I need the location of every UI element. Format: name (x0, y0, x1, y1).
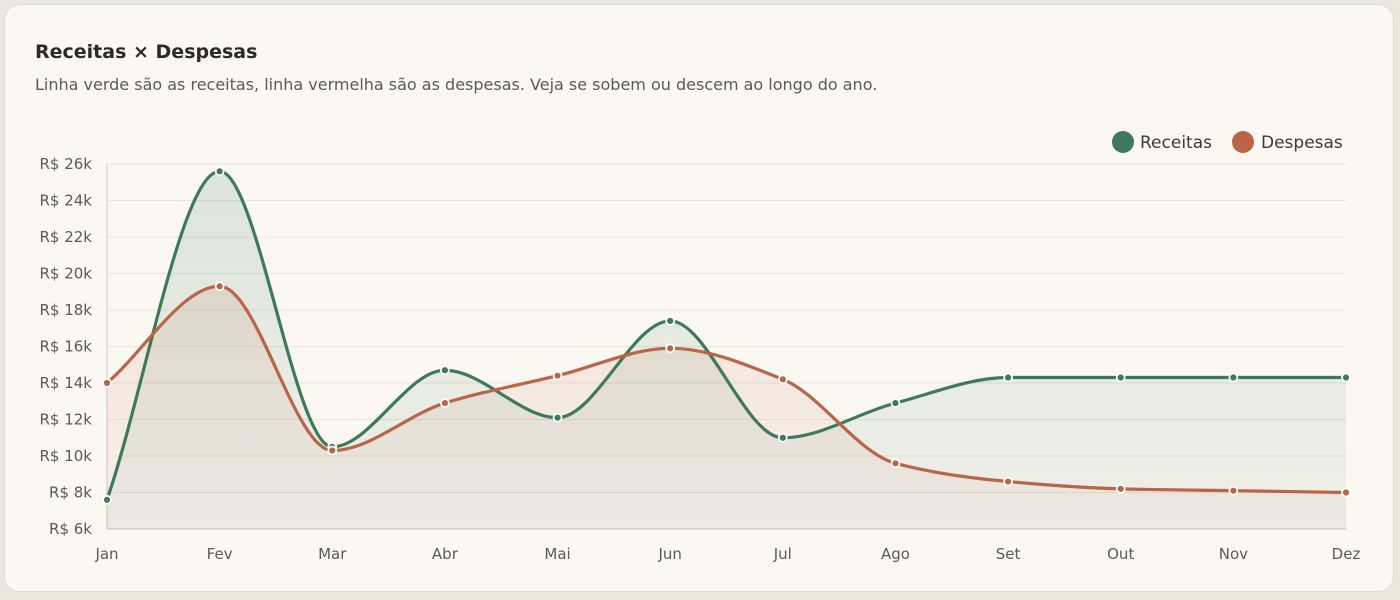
x-tick-label: Jan (94, 545, 118, 563)
y-axis-ticks: R$ 6k R$ 8k R$ 10k R$ 12k R$ 14k R$ 16k R$ 18k… (39, 155, 92, 538)
y-tick-label: R$ 20k (39, 265, 92, 283)
legend: Receitas Despesas (1112, 131, 1343, 153)
point-receitas[interactable] (214, 166, 225, 177)
point-despesas[interactable] (1228, 485, 1239, 496)
y-tick-label: R$ 24k (39, 192, 92, 210)
point-receitas[interactable] (1228, 372, 1239, 383)
point-receitas[interactable] (1003, 372, 1013, 383)
point-receitas[interactable] (665, 316, 676, 326)
legend-item-receitas[interactable]: Receitas (1112, 131, 1212, 153)
x-tick-label: Jul (773, 545, 792, 563)
point-despesas[interactable] (1003, 476, 1013, 487)
y-tick-label: R$ 16k (39, 338, 92, 356)
x-tick-label: Set (996, 545, 1021, 563)
x-tick-label: Ago (881, 545, 910, 563)
y-tick-label: R$ 18k (39, 301, 92, 319)
series-areas (107, 171, 1346, 530)
y-tick-label: R$ 6k (49, 520, 92, 538)
y-tick-label: R$ 22k (39, 228, 92, 246)
x-tick-label: Fev (207, 545, 233, 563)
x-axis-ticks: Jan Fev Mar Abr Mai Jun Jul Ago Set Out Nov Dez (94, 545, 1360, 563)
point-receitas[interactable] (777, 432, 788, 443)
x-tick-label: Dez (1332, 545, 1361, 563)
point-despesas[interactable] (777, 374, 788, 385)
y-tick-label: R$ 12k (39, 411, 92, 429)
y-tick-label: R$ 8k (49, 484, 92, 502)
point-despesas[interactable] (890, 458, 901, 469)
legend-label-despesas: Despesas (1261, 133, 1343, 153)
point-despesas[interactable] (214, 281, 225, 292)
point-receitas[interactable] (552, 412, 563, 423)
chart-subtitle: Linha verde são as receitas, linha verme… (35, 75, 878, 94)
point-receitas[interactable] (1341, 372, 1351, 383)
point-despesas[interactable] (440, 398, 450, 408)
point-despesas[interactable] (552, 370, 563, 381)
y-tick-label: R$ 14k (39, 374, 92, 392)
point-receitas[interactable] (890, 398, 901, 408)
line-receitas[interactable] (105, 169, 1348, 502)
point-despesas[interactable] (1341, 487, 1351, 498)
x-tick-label: Mai (544, 545, 570, 563)
x-tick-label: Out (1107, 545, 1134, 563)
x-tick-label: Mar (318, 545, 347, 563)
y-tick-label: R$ 10k (39, 447, 92, 465)
x-tick-label: Jun (657, 545, 681, 563)
point-receitas[interactable] (1115, 372, 1126, 383)
point-despesas[interactable] (102, 378, 112, 388)
y-tick-label: R$ 26k (39, 155, 92, 173)
area-despesas (107, 286, 1346, 529)
point-despesas[interactable] (327, 445, 338, 456)
legend-item-despesas[interactable]: Despesas (1232, 131, 1343, 153)
point-despesas[interactable] (1115, 483, 1126, 494)
point-despesas[interactable] (665, 343, 676, 354)
series-points (102, 166, 1351, 505)
legend-marker-receitas (1112, 131, 1134, 153)
chart-title: Receitas × Despesas (35, 41, 258, 63)
x-tick-label: Nov (1219, 545, 1248, 563)
x-tick-label: Abr (432, 545, 459, 563)
point-receitas[interactable] (102, 494, 112, 505)
point-receitas[interactable] (440, 365, 450, 376)
legend-label-receitas: Receitas (1140, 133, 1212, 153)
legend-marker-despesas (1232, 131, 1254, 153)
